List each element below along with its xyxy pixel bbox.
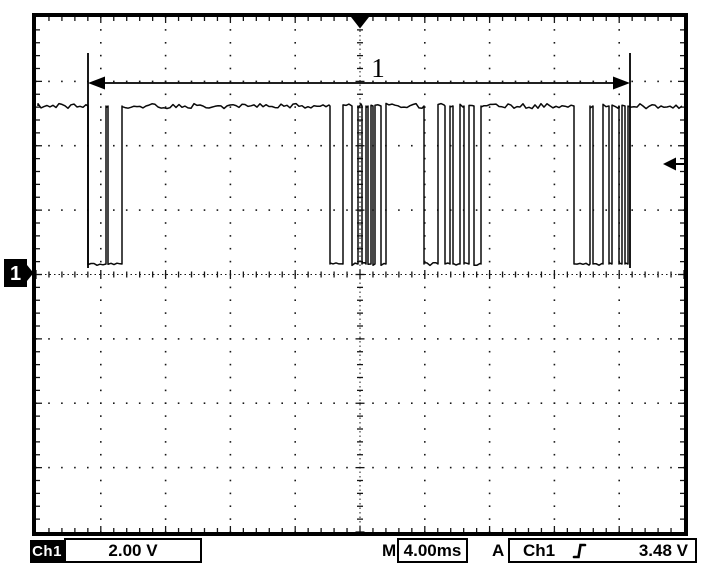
trigger-readout: Ch1 3.48 V xyxy=(508,538,697,563)
rising-edge-icon xyxy=(572,543,587,558)
trigger-level-arrowhead-icon xyxy=(663,157,676,171)
measurement-cursor-group: 1 xyxy=(87,53,631,268)
channel1-ground-marker-shape xyxy=(4,259,34,287)
left-arrowhead-icon xyxy=(88,76,105,90)
waveform-trace-ch1 xyxy=(37,102,683,267)
timebase-mode-label: M xyxy=(382,541,397,560)
trigger-source-label: Ch1 xyxy=(523,540,556,560)
trigger-level-value: 3.48 V xyxy=(638,540,688,560)
channel1-ground-marker: 1 xyxy=(4,259,34,287)
graticule-grid xyxy=(35,16,685,533)
trigger-system-label: A xyxy=(492,541,505,560)
trigger-level-marker-icon xyxy=(663,157,684,171)
trigger-position-marker-icon xyxy=(351,17,369,29)
channel1-scale-readout: 2.00 V xyxy=(64,538,202,563)
channel1-ground-marker-label: 1 xyxy=(10,263,21,285)
right-arrowhead-icon xyxy=(613,76,630,90)
graticule-border xyxy=(32,13,688,536)
measurement-label: 1 xyxy=(371,53,385,83)
timebase-readout: 4.00ms xyxy=(397,538,468,563)
channel1-badge: Ch1 xyxy=(30,540,64,563)
